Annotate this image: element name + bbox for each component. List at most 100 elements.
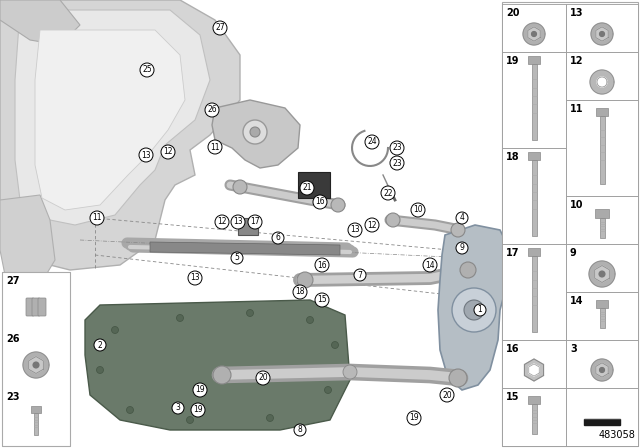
FancyBboxPatch shape [31,406,41,413]
Text: 15: 15 [317,296,327,305]
Text: 5: 5 [235,254,239,263]
Text: 4: 4 [460,214,465,223]
Circle shape [474,304,486,316]
Text: 20: 20 [506,8,520,18]
FancyBboxPatch shape [566,388,638,446]
Circle shape [390,156,404,170]
Circle shape [161,145,175,159]
Circle shape [332,341,339,349]
Circle shape [456,242,468,254]
Circle shape [208,140,222,154]
FancyBboxPatch shape [596,108,608,116]
Polygon shape [529,364,540,376]
Polygon shape [438,225,510,390]
FancyBboxPatch shape [2,388,70,446]
FancyBboxPatch shape [502,244,566,340]
Circle shape [464,300,484,320]
Circle shape [456,212,468,224]
Circle shape [293,285,307,299]
Circle shape [266,414,273,422]
Text: 12: 12 [367,220,377,229]
Text: 1: 1 [477,306,483,314]
Circle shape [599,271,605,277]
Text: 19: 19 [193,405,203,414]
Text: 24: 24 [367,138,377,146]
Text: 17: 17 [506,248,520,258]
Circle shape [231,252,243,264]
Circle shape [191,403,205,417]
FancyBboxPatch shape [26,298,34,316]
Polygon shape [597,77,607,87]
Polygon shape [238,218,258,235]
FancyBboxPatch shape [600,116,605,184]
FancyBboxPatch shape [502,388,566,446]
Polygon shape [596,27,608,41]
FancyBboxPatch shape [502,340,566,388]
Circle shape [365,135,379,149]
Circle shape [193,383,207,397]
Circle shape [460,262,476,278]
Circle shape [97,366,104,374]
Circle shape [213,366,231,384]
Circle shape [294,424,306,436]
Text: 9: 9 [570,248,577,258]
Polygon shape [589,261,615,287]
Text: 11: 11 [92,214,102,223]
Text: 12: 12 [163,147,173,156]
Text: 483058: 483058 [598,430,635,440]
Text: 22: 22 [383,189,393,198]
Polygon shape [591,23,613,45]
Polygon shape [85,300,350,430]
Text: 20: 20 [442,391,452,400]
FancyBboxPatch shape [566,196,638,244]
Text: 18: 18 [295,288,305,297]
Circle shape [188,271,202,285]
FancyBboxPatch shape [2,330,70,388]
FancyBboxPatch shape [2,272,70,330]
Text: 26: 26 [207,105,217,115]
Circle shape [300,181,314,195]
Polygon shape [298,172,330,198]
Text: 13: 13 [141,151,151,159]
Circle shape [386,213,400,227]
FancyBboxPatch shape [566,4,638,52]
Circle shape [186,417,193,423]
FancyBboxPatch shape [531,64,536,140]
Circle shape [331,198,345,212]
Polygon shape [524,359,543,381]
Text: 26: 26 [6,334,19,344]
FancyBboxPatch shape [566,244,638,292]
Text: 12: 12 [217,217,227,227]
Polygon shape [29,357,44,374]
FancyBboxPatch shape [502,4,566,52]
Circle shape [90,211,104,225]
Text: 14: 14 [425,260,435,270]
Text: 6: 6 [276,233,280,242]
Circle shape [177,314,184,322]
Circle shape [452,288,496,332]
Text: 3: 3 [175,404,180,413]
Circle shape [440,388,454,402]
Text: 8: 8 [298,426,302,435]
FancyBboxPatch shape [600,218,605,238]
FancyBboxPatch shape [38,298,46,316]
Circle shape [243,120,267,144]
FancyBboxPatch shape [566,292,638,340]
Circle shape [256,371,270,385]
Circle shape [365,218,379,232]
Circle shape [215,215,229,229]
Text: 13: 13 [350,225,360,234]
Text: 3: 3 [570,344,577,354]
FancyBboxPatch shape [566,100,638,196]
FancyBboxPatch shape [596,300,608,308]
Polygon shape [590,70,614,94]
Polygon shape [212,100,300,168]
FancyBboxPatch shape [34,413,38,435]
Text: 11: 11 [211,142,220,151]
Text: 23: 23 [392,143,402,152]
Polygon shape [15,10,210,225]
Circle shape [94,339,106,351]
Text: 10: 10 [413,206,423,215]
Circle shape [233,180,247,194]
FancyBboxPatch shape [502,2,638,446]
